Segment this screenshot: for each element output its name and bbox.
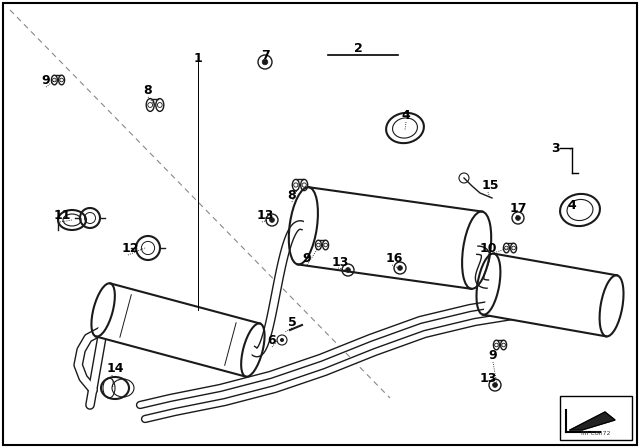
Circle shape: [493, 383, 497, 388]
Circle shape: [516, 215, 520, 220]
Ellipse shape: [560, 194, 600, 226]
Text: 9: 9: [303, 251, 311, 264]
Circle shape: [262, 59, 268, 65]
Bar: [560, 396, 632, 440]
Text: 1: 1: [194, 52, 202, 65]
Text: 10: 10: [479, 241, 497, 254]
Text: 13: 13: [479, 371, 497, 384]
Text: 8: 8: [144, 83, 152, 96]
Text: 14: 14: [106, 362, 124, 375]
Text: 9: 9: [42, 73, 51, 86]
Text: 7: 7: [262, 48, 270, 61]
Text: 17: 17: [509, 202, 527, 215]
Text: 4: 4: [568, 198, 577, 211]
Text: 15: 15: [481, 178, 499, 191]
Text: 11: 11: [53, 208, 71, 221]
Polygon shape: [96, 284, 260, 377]
Circle shape: [324, 243, 328, 247]
Circle shape: [302, 183, 307, 187]
Circle shape: [269, 218, 275, 222]
Text: 16: 16: [385, 251, 403, 264]
Text: 13: 13: [256, 208, 274, 221]
Text: 4: 4: [402, 108, 410, 121]
Polygon shape: [570, 412, 615, 430]
Text: 3: 3: [552, 142, 560, 155]
Circle shape: [495, 343, 498, 347]
Circle shape: [502, 343, 506, 347]
Circle shape: [397, 266, 403, 271]
Polygon shape: [483, 254, 617, 336]
Text: 5: 5: [287, 315, 296, 328]
Text: 9: 9: [489, 349, 497, 362]
Circle shape: [512, 246, 515, 250]
Circle shape: [504, 246, 508, 250]
Circle shape: [60, 78, 63, 82]
Circle shape: [294, 183, 298, 187]
Circle shape: [346, 267, 351, 272]
Circle shape: [148, 103, 152, 108]
Text: 8: 8: [288, 189, 296, 202]
Text: 6: 6: [268, 333, 276, 346]
Text: IIII C8II72: IIII C8II72: [581, 431, 611, 436]
Circle shape: [157, 103, 162, 108]
Text: 2: 2: [354, 42, 362, 55]
Text: 13: 13: [332, 255, 349, 268]
Circle shape: [280, 338, 284, 342]
Circle shape: [52, 78, 56, 82]
Polygon shape: [298, 187, 482, 289]
Text: 12: 12: [121, 241, 139, 254]
Circle shape: [317, 243, 320, 247]
Ellipse shape: [101, 377, 129, 399]
Ellipse shape: [386, 113, 424, 143]
